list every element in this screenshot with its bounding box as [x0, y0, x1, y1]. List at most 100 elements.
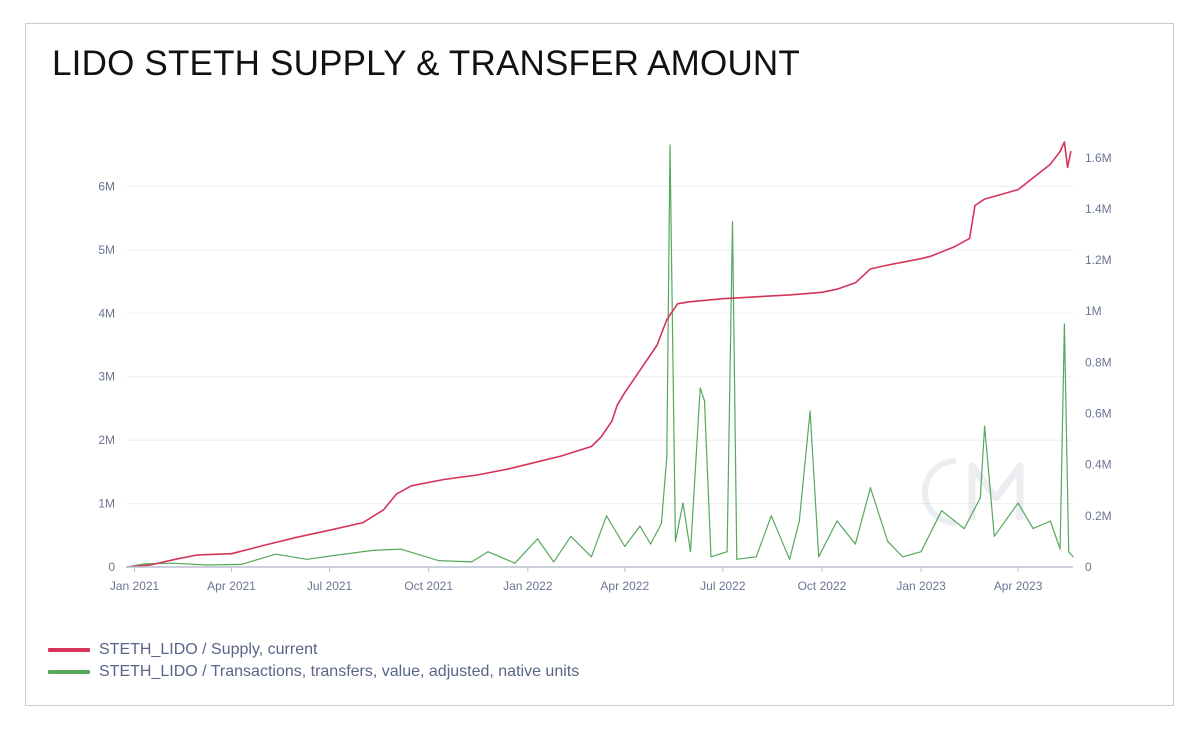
- data-point: [1017, 502, 1019, 504]
- data-point: [953, 246, 956, 248]
- data-point: [1017, 189, 1019, 191]
- data-point: [930, 255, 932, 257]
- data-point: [639, 369, 641, 371]
- data-point: [969, 237, 971, 239]
- series-line: [126, 144, 1074, 568]
- data-point: [689, 551, 692, 553]
- data-point: [1059, 548, 1061, 550]
- y-left-tick-label: 1M: [98, 497, 115, 511]
- chart-card: LIDO STETH SUPPLY & TRANSFER AMOUNT Jan …: [25, 23, 1174, 706]
- y-right-tick-label: 1M: [1085, 304, 1102, 318]
- data-point: [984, 198, 986, 200]
- data-point: [710, 556, 712, 558]
- data-point: [809, 410, 811, 412]
- data-point: [920, 258, 922, 260]
- data-point: [650, 543, 652, 545]
- y-axis-right: 0 0.2M 0.4M 0.6M 0.8M 1M 1.2M 1.4M 1.6M: [1085, 151, 1112, 574]
- data-point: [755, 296, 757, 298]
- data-point: [699, 387, 701, 389]
- data-point: [887, 540, 889, 543]
- data-point: [821, 291, 823, 293]
- legend-item-supply[interactable]: STETH_LIDO / Supply, current: [48, 639, 579, 661]
- data-point: [1070, 150, 1072, 153]
- data-point: [1063, 141, 1065, 143]
- data-point: [624, 545, 626, 548]
- x-tick-label: Jan 2022: [503, 579, 553, 593]
- data-point: [660, 522, 663, 525]
- watermark-logo: [922, 454, 1024, 530]
- data-point: [1059, 150, 1061, 153]
- y-left-tick-label: 3M: [98, 370, 115, 384]
- data-point: [395, 493, 397, 495]
- data-point: [329, 529, 331, 531]
- x-tick-label: Oct 2021: [404, 579, 453, 593]
- data-point: [984, 425, 986, 427]
- y-axis-left: 0 1M 2M 3M 4M 5M 6M: [98, 179, 115, 574]
- data-point: [240, 563, 242, 566]
- data-point: [979, 497, 981, 499]
- y-right-tick-label: 0.6M: [1085, 407, 1112, 421]
- data-point: [920, 551, 922, 553]
- data-point: [1049, 520, 1051, 522]
- data-point: [722, 298, 724, 300]
- y-left-tick-label: 2M: [98, 433, 115, 447]
- data-point: [605, 515, 608, 517]
- data-point: [656, 344, 658, 346]
- data-point: [207, 564, 209, 566]
- x-tick-label: Jan 2021: [110, 579, 160, 593]
- data-point: [570, 535, 572, 537]
- legend-label-transfers: STETH_LIDO / Transactions, transfers, va…: [99, 663, 580, 680]
- legend-item-transfers[interactable]: STETH_LIDO / Transactions, transfers, va…: [48, 661, 579, 683]
- data-point: [1067, 166, 1069, 168]
- data-point: [666, 319, 668, 321]
- data-point: [836, 520, 838, 522]
- x-tick-label: Jul 2022: [700, 579, 746, 593]
- data-point: [600, 436, 602, 438]
- data-point: [230, 553, 233, 555]
- x-tick-label: Jul 2021: [307, 579, 353, 593]
- data-point: [514, 562, 516, 564]
- y-right-tick-label: 0: [1085, 560, 1092, 574]
- data-point: [171, 562, 173, 564]
- data-point: [476, 474, 478, 476]
- chart-plot: Jan 2021 Apr 2021 Jul 2021 Oct 2021 Jan 2022…: [98, 141, 1112, 593]
- data-point: [590, 556, 593, 558]
- data-point: [887, 264, 889, 266]
- legend-swatch-supply: [48, 648, 90, 652]
- data-point: [1072, 556, 1074, 558]
- data-point: [362, 522, 364, 524]
- data-point: [1068, 551, 1070, 553]
- y-right-tick-label: 0.2M: [1085, 509, 1112, 523]
- data-point: [854, 282, 857, 284]
- x-tick-label: Oct 2022: [798, 579, 847, 593]
- data-point: [941, 510, 943, 512]
- data-point: [869, 268, 872, 270]
- y-right-tick-label: 1.6M: [1085, 151, 1112, 165]
- data-point: [1032, 528, 1034, 530]
- x-tick-label: Jan 2023: [896, 579, 946, 593]
- data-point: [1063, 323, 1065, 325]
- data-point: [143, 563, 145, 565]
- data-point: [296, 536, 298, 538]
- data-point: [639, 525, 641, 527]
- data-point: [560, 455, 562, 457]
- data-point: [789, 294, 791, 296]
- data-point: [798, 520, 800, 522]
- data-point: [527, 463, 529, 465]
- data-point: [611, 420, 613, 422]
- data-point: [682, 502, 684, 504]
- data-point: [669, 144, 671, 146]
- y-right-tick-label: 0.4M: [1085, 458, 1112, 472]
- data-point: [974, 204, 976, 206]
- x-axis: Jan 2021 Apr 2021 Jul 2021 Oct 2021 Jan 2022…: [110, 566, 1073, 593]
- data-point: [437, 560, 439, 562]
- legend: STETH_LIDO / Supply, current STETH_LIDO …: [48, 639, 579, 683]
- x-tick-label: Apr 2021: [207, 579, 256, 593]
- data-point: [553, 561, 555, 563]
- y-left-tick-label: 0: [108, 560, 115, 574]
- data-point: [755, 556, 757, 558]
- data-point: [400, 548, 402, 550]
- data-point: [818, 556, 820, 558]
- y-left-tick-label: 5M: [98, 243, 115, 257]
- data-point: [197, 554, 199, 556]
